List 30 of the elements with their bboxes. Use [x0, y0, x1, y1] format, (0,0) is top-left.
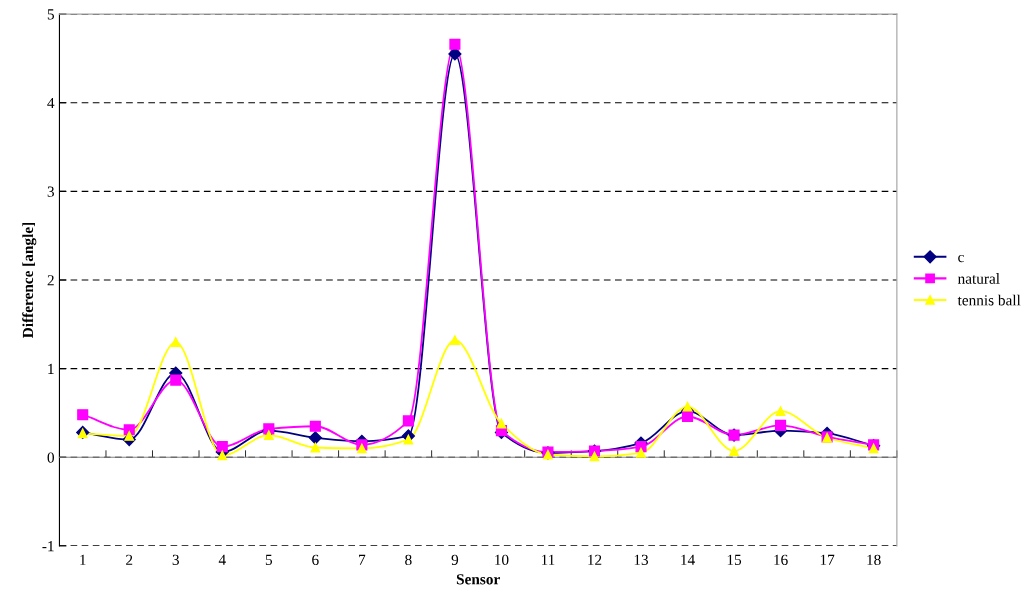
x-tick-label: 3 — [172, 554, 179, 565]
y-tick-label: 4 — [47, 97, 55, 109]
legend-label: c — [958, 254, 964, 263]
x-tick-label: 10 — [495, 554, 509, 565]
x-tick-label: 12 — [588, 554, 602, 565]
x-tick-label: 15 — [727, 554, 742, 565]
x-tick-label: 16 — [774, 554, 788, 565]
y-tick-label: 5 — [47, 9, 54, 20]
x-tick-label: 14 — [681, 554, 695, 565]
x-tick-label: 11 — [541, 554, 555, 565]
x-tick-label: 4 — [218, 554, 226, 565]
legend-label: natural — [957, 273, 1000, 284]
legend-label: tennis ball — [957, 294, 1021, 306]
y-tick-label: -1 — [42, 541, 54, 552]
y-tick-label: 2 — [47, 275, 54, 286]
x-tick-label: 6 — [312, 554, 319, 565]
x-tick-label: 5 — [265, 554, 273, 565]
x-tick-label: 7 — [359, 554, 366, 565]
y-tick-label: 0 — [47, 452, 55, 463]
x-tick-label: 17 — [820, 554, 835, 565]
x-tick-label: 2 — [126, 554, 133, 565]
x-axis-title: Sensor — [456, 574, 500, 585]
y-tick-label: 1 — [48, 363, 54, 374]
x-tick-label: 1 — [80, 554, 86, 565]
x-tick-label: 9 — [451, 554, 459, 565]
y-axis-title: Difference [angle] — [22, 222, 37, 338]
x-tick-label: 18 — [867, 554, 881, 565]
x-tick-label: 8 — [405, 554, 412, 565]
x-tick-label: 13 — [634, 554, 649, 565]
y-tick-label: 3 — [47, 186, 54, 197]
